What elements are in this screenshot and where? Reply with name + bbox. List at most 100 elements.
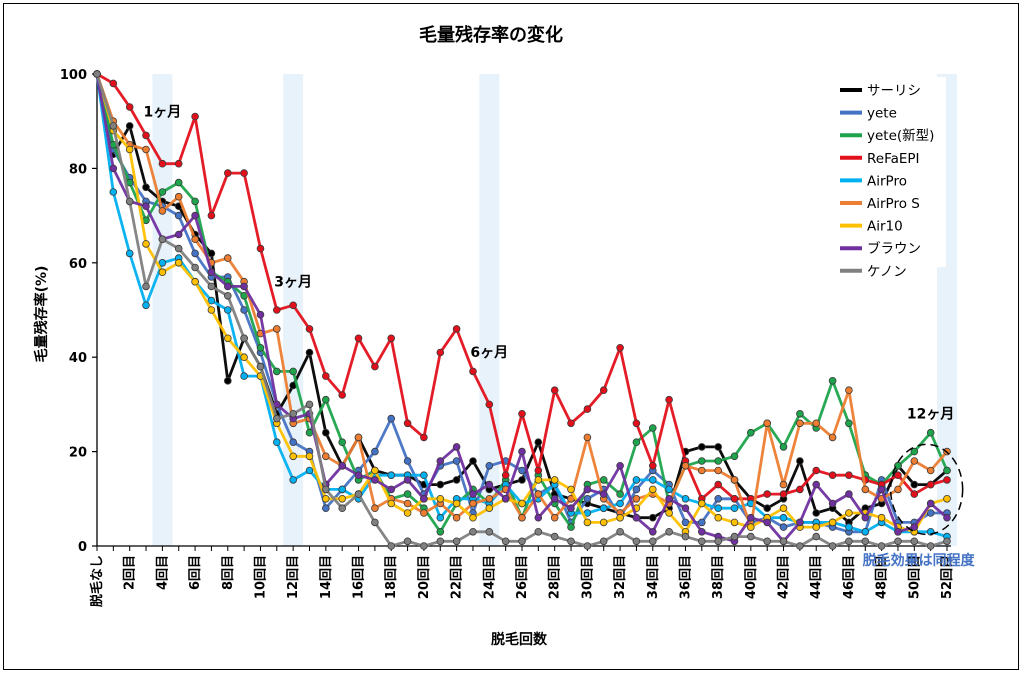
series-line — [95, 73, 947, 534]
callout-text: 脱毛効果は同程度 — [863, 552, 976, 569]
data-point — [420, 494, 428, 503]
data-point — [125, 103, 134, 111]
data-point — [158, 188, 167, 196]
data-point — [616, 527, 624, 536]
data-point — [845, 509, 853, 517]
data-point — [599, 518, 608, 527]
data-point — [191, 263, 199, 272]
series-サーリシ — [93, 70, 951, 527]
legend-background — [834, 77, 946, 267]
series-AirPro S — [93, 70, 951, 531]
data-point — [550, 513, 559, 522]
y-tick-label: 20 — [69, 446, 87, 461]
data-point — [387, 334, 396, 343]
line-chart: 毛量残存率の変化 0 20 40 60 80 100 脱毛なし 2回目 4回目 6回目 8回目 10… — [33, 24, 976, 648]
data-point — [436, 537, 445, 546]
data-point — [910, 480, 919, 489]
data-point — [534, 438, 543, 447]
data-point — [240, 372, 248, 380]
data-point — [452, 476, 461, 484]
data-point — [599, 476, 608, 484]
data-point — [926, 480, 935, 489]
data-point — [469, 367, 477, 376]
series-line — [95, 73, 948, 534]
legend-entry: サーリシ — [867, 83, 921, 99]
data-point — [599, 386, 608, 395]
data-point — [142, 282, 150, 291]
data-point — [240, 282, 248, 291]
data-point — [910, 537, 919, 546]
x-tick-label: 48回目 — [875, 555, 890, 599]
data-point — [861, 537, 870, 546]
data-point — [648, 461, 657, 470]
x-axis-ticks: 脱毛なし 2回目 4回目 6回目 8回目 10回目 12回目 14回目 16回目 18回目 20回目… — [89, 546, 955, 607]
data-point — [550, 532, 559, 541]
data-point — [730, 532, 739, 541]
data-point — [485, 461, 494, 470]
data-point — [354, 490, 363, 498]
data-point — [485, 527, 494, 536]
legend-entry: Air10 — [867, 219, 903, 235]
x-tick-label: 44回目 — [809, 555, 824, 599]
data-point — [452, 325, 461, 333]
x-tick-label: 32回目 — [613, 555, 628, 599]
data-point — [697, 457, 706, 465]
data-point — [142, 301, 150, 310]
data-point — [828, 433, 837, 442]
x-tick-label: 14回目 — [319, 555, 334, 599]
highlight-band — [152, 74, 173, 546]
data-point — [240, 169, 248, 177]
data-point — [321, 494, 330, 503]
data-point — [109, 79, 118, 88]
data-point — [321, 504, 330, 513]
data-point — [926, 542, 935, 550]
x-tick-label: 36回目 — [678, 555, 693, 599]
data-point — [207, 211, 216, 220]
data-point — [681, 504, 690, 513]
data-point — [665, 527, 673, 536]
data-point — [272, 367, 281, 376]
data-point — [632, 494, 641, 503]
data-point — [648, 485, 657, 494]
legend-entry: ReFaEPI — [867, 151, 920, 167]
data-point — [224, 306, 232, 314]
data-point — [877, 513, 886, 522]
data-point — [583, 518, 592, 527]
data-point — [240, 334, 248, 343]
data-point — [174, 192, 183, 201]
data-point — [452, 499, 461, 508]
data-point — [272, 325, 281, 333]
data-point — [796, 457, 804, 465]
data-point — [828, 499, 837, 508]
data-point — [469, 513, 477, 522]
data-point — [142, 183, 150, 192]
data-point — [763, 518, 771, 527]
data-point — [501, 494, 510, 503]
data-point — [518, 537, 526, 546]
x-tick-label: 6回目 — [188, 555, 203, 590]
data-point — [371, 476, 379, 484]
annotations: 1ヶ月 3ヶ月 6ヶ月 12ヶ月 — [144, 104, 955, 422]
x-tick-label: 18回目 — [384, 555, 399, 599]
data-point — [550, 476, 559, 484]
data-point — [174, 258, 183, 267]
data-point — [730, 518, 739, 527]
x-tick-label: 34回目 — [646, 555, 661, 599]
data-point — [583, 494, 592, 503]
data-point — [224, 282, 232, 291]
data-point — [632, 476, 641, 484]
data-point — [583, 542, 592, 550]
data-point — [943, 537, 951, 546]
data-point — [599, 504, 608, 513]
legend-entry: AirPro — [867, 173, 907, 189]
data-point — [714, 513, 722, 522]
data-point — [109, 164, 118, 173]
data-point — [174, 244, 183, 253]
data-point — [93, 70, 101, 78]
data-point — [746, 513, 755, 522]
data-point — [812, 480, 820, 489]
data-point — [567, 523, 575, 531]
data-point — [420, 433, 428, 442]
data-point — [894, 537, 902, 546]
x-tick-label: 20回目 — [417, 555, 432, 599]
